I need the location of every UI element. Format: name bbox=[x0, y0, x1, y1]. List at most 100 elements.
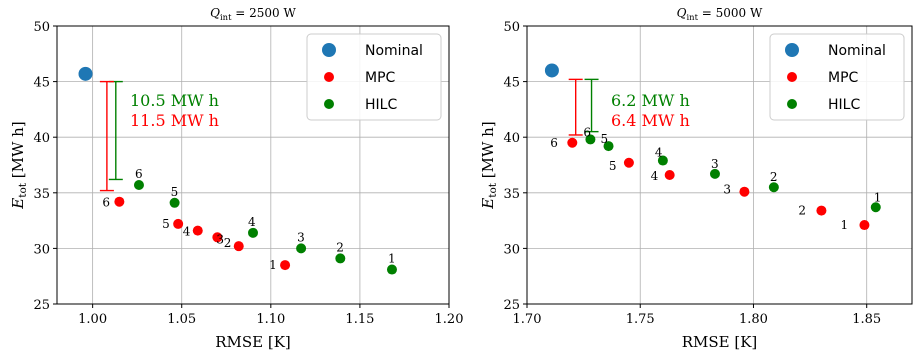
point-mpc bbox=[114, 196, 125, 207]
point-label: 1 bbox=[269, 258, 277, 272]
y-tick-label: 30 bbox=[503, 242, 520, 257]
point-label: 1 bbox=[840, 218, 848, 232]
improvement-label: 10.5 MW h bbox=[130, 91, 219, 110]
y-tick-label: 45 bbox=[33, 76, 50, 91]
point-label: 3 bbox=[711, 157, 719, 171]
legend: Nominal MPC HILC bbox=[306, 33, 442, 121]
improvement-label: 11.5 MW h bbox=[130, 111, 219, 130]
improvement-bracket bbox=[568, 78, 583, 136]
point-label: 4 bbox=[248, 215, 256, 229]
improvement-label: 6.2 MW h bbox=[611, 91, 690, 110]
improvement-bracket bbox=[584, 78, 599, 133]
legend-entry-mpc: MPC bbox=[365, 70, 396, 86]
x-axis-label: RMSE [K] bbox=[215, 333, 291, 351]
y-axis-label: Etot [MW h] bbox=[479, 121, 499, 209]
y-axis-label: Etot [MW h] bbox=[9, 121, 29, 209]
legend-entry-hilc: HILC bbox=[365, 97, 397, 113]
point-label: 3 bbox=[723, 183, 731, 197]
point-hilc bbox=[169, 197, 180, 208]
point-hilc bbox=[248, 227, 258, 238]
point-label: 6 bbox=[550, 136, 558, 150]
improvement-bracket bbox=[99, 80, 114, 192]
point-label: 2 bbox=[798, 204, 806, 218]
point-label: 5 bbox=[162, 217, 170, 231]
legend-marker-hilc bbox=[324, 99, 334, 109]
point-label: 5 bbox=[601, 132, 609, 146]
x-tick-label: 1.70 bbox=[513, 312, 542, 327]
point-mpc bbox=[280, 260, 291, 271]
legend-marker-mpc bbox=[787, 72, 797, 82]
legend-marker-nominal bbox=[322, 43, 336, 57]
legend-entry-mpc: MPC bbox=[828, 70, 859, 86]
x-tick-label: 1.10 bbox=[256, 312, 285, 327]
point-label: 2 bbox=[336, 240, 344, 254]
point-label: 4 bbox=[183, 225, 191, 239]
point-label: 2 bbox=[224, 236, 232, 250]
y-tick-label: 50 bbox=[33, 20, 50, 35]
y-tick-label: 35 bbox=[33, 187, 50, 202]
point-hilc bbox=[709, 168, 720, 179]
point-label: 5 bbox=[171, 185, 179, 199]
axes-frame bbox=[56, 25, 450, 305]
point-hilc bbox=[133, 180, 144, 191]
legend-marker-hilc bbox=[787, 99, 797, 109]
y-tick-label: 25 bbox=[33, 298, 50, 313]
point-label: 6 bbox=[102, 196, 110, 210]
x-tick-label: 1.15 bbox=[345, 312, 374, 327]
y-tick-label: 35 bbox=[503, 187, 520, 202]
legend-entry-nominal: Nominal bbox=[828, 43, 886, 59]
improvement-bracket bbox=[108, 80, 123, 181]
point-label: 3 bbox=[297, 230, 305, 244]
legend-entry-nominal: Nominal bbox=[365, 43, 423, 59]
chart-title: Qint = 2500 W bbox=[210, 6, 296, 22]
point-hilc bbox=[603, 141, 614, 152]
x-tick-label: 1.75 bbox=[626, 312, 655, 327]
x-tick-label: 1.80 bbox=[739, 312, 768, 327]
x-tick-label: 1.05 bbox=[167, 312, 196, 327]
point-label: 1 bbox=[874, 190, 882, 204]
y-tick-label: 50 bbox=[503, 20, 520, 35]
point-nominal bbox=[78, 66, 93, 81]
point-hilc bbox=[870, 202, 881, 213]
point-hilc bbox=[335, 253, 346, 264]
point-label: 2 bbox=[770, 170, 778, 184]
legend-marker-nominal bbox=[785, 43, 799, 57]
point-mpc bbox=[816, 205, 827, 216]
point-mpc bbox=[623, 157, 634, 168]
legend-marker-mpc bbox=[324, 72, 334, 82]
y-tick-label: 40 bbox=[33, 131, 50, 146]
x-axis-label: RMSE [K] bbox=[682, 333, 758, 351]
point-hilc bbox=[585, 134, 596, 145]
point-label: 6 bbox=[583, 125, 591, 139]
y-tick-label: 45 bbox=[503, 76, 520, 91]
point-label: 4 bbox=[651, 169, 659, 183]
point-mpc bbox=[664, 170, 675, 181]
point-label: 5 bbox=[609, 159, 617, 173]
y-tick-label: 30 bbox=[33, 242, 50, 257]
x-tick-label: 1.20 bbox=[435, 312, 464, 327]
y-tick-label: 40 bbox=[503, 131, 520, 146]
point-label: 3 bbox=[216, 232, 224, 246]
point-mpc bbox=[233, 241, 244, 252]
y-tick-label: 25 bbox=[503, 298, 520, 313]
legend-entry-hilc: HILC bbox=[828, 97, 860, 113]
point-mpc bbox=[173, 218, 184, 229]
point-hilc bbox=[657, 155, 668, 166]
point-hilc bbox=[768, 182, 779, 193]
point-hilc bbox=[386, 264, 397, 275]
point-nominal bbox=[544, 63, 559, 78]
improvement-label: 6.4 MW h bbox=[611, 111, 690, 130]
point-mpc bbox=[192, 225, 203, 236]
point-mpc bbox=[859, 220, 870, 231]
x-tick-label: 1.00 bbox=[78, 312, 107, 327]
point-label: 1 bbox=[388, 252, 396, 266]
legend: Nominal MPC HILC bbox=[769, 33, 905, 121]
chart-title: Qint = 5000 W bbox=[677, 6, 763, 22]
point-mpc bbox=[212, 232, 223, 243]
point-hilc bbox=[296, 243, 307, 254]
point-mpc bbox=[739, 186, 750, 197]
